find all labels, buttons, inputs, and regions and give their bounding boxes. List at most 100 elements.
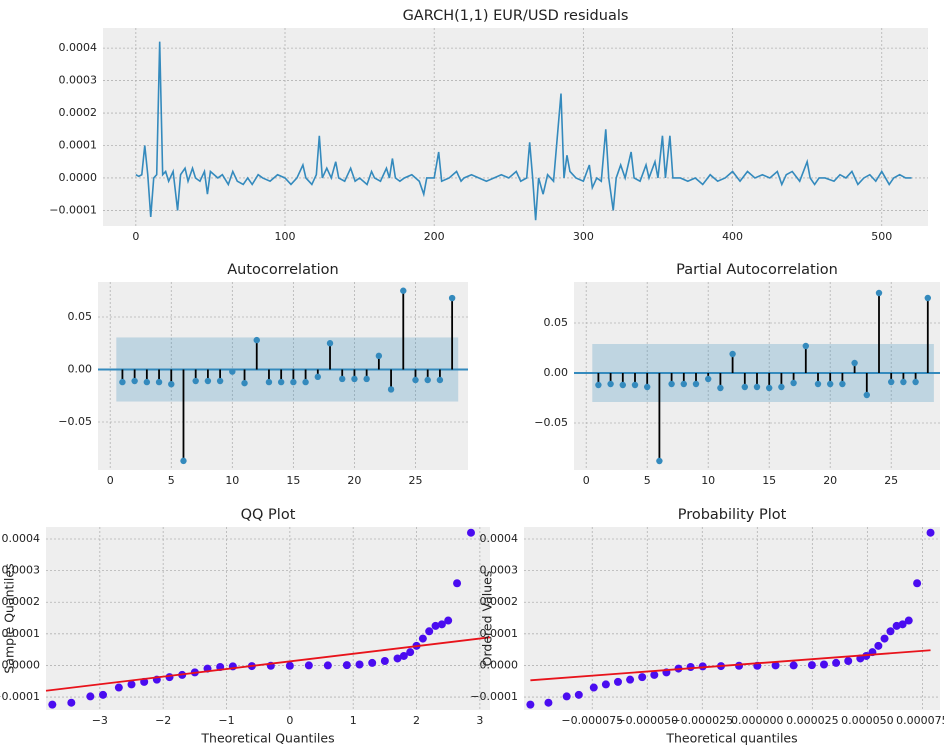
stem-marker <box>607 380 614 388</box>
point <box>48 700 57 709</box>
stem-marker <box>753 383 761 391</box>
x-tick-label: 0.000000 <box>731 714 784 727</box>
point <box>355 660 364 669</box>
stem-marker <box>436 376 444 384</box>
y-tick-label: 0.00 <box>544 366 569 379</box>
stem-marker <box>863 391 870 399</box>
stem-marker <box>839 380 846 388</box>
point <box>807 661 816 670</box>
panel-title: QQ Plot <box>241 507 296 523</box>
stem-marker <box>400 287 407 294</box>
y-tick-label: 0.0004 <box>480 532 519 545</box>
y-tick-label: 0.0003 <box>59 74 98 87</box>
point <box>844 657 853 666</box>
x-tick-label: 100 <box>275 230 296 243</box>
stem-marker <box>900 378 907 386</box>
y-tick-label: 0.0000 <box>59 171 98 184</box>
stem-marker <box>912 378 919 386</box>
x-tick-label: 400 <box>722 230 743 243</box>
stem-marker <box>265 378 273 386</box>
point <box>406 648 415 657</box>
stem-marker <box>705 375 712 383</box>
x-tick-label: −0.000075 <box>561 714 623 727</box>
stem-marker <box>216 377 224 385</box>
y-tick-label: −0.05 <box>58 415 92 428</box>
stem-marker <box>314 373 322 381</box>
point <box>285 661 294 670</box>
point <box>425 627 434 636</box>
fit-line <box>530 649 931 682</box>
x-tick-label: −0.000050 <box>616 714 678 727</box>
y-tick-label: 0.0004 <box>2 532 41 545</box>
point <box>86 692 95 701</box>
y-tick-label: 0.05 <box>544 316 569 329</box>
point <box>904 616 913 625</box>
stem-marker <box>387 386 395 393</box>
point <box>574 690 583 699</box>
stem-marker <box>656 457 663 465</box>
x-tick-label: 1 <box>350 714 357 727</box>
x-tick-label: −3 <box>92 714 108 727</box>
y-tick-label: 0.0002 <box>2 595 41 608</box>
point <box>562 692 571 701</box>
point <box>165 673 174 682</box>
y-tick-label: 0.0004 <box>59 41 98 54</box>
point <box>418 634 427 643</box>
point <box>874 641 883 650</box>
x-tick-label: 5 <box>168 474 175 487</box>
point <box>898 620 907 629</box>
point <box>453 579 462 588</box>
point <box>913 579 922 588</box>
x-tick-label: 15 <box>286 474 300 487</box>
x-axis-label: Theoretical Quantiles <box>200 731 334 746</box>
x-tick-label: 0 <box>107 474 114 487</box>
point <box>735 661 744 670</box>
y-tick-label: −0.05 <box>534 416 568 429</box>
panel-title: Partial Autocorrelation <box>676 262 838 278</box>
panel-title: Probability Plot <box>678 507 787 523</box>
y-tick-label: 0.0002 <box>480 595 519 608</box>
stem-marker <box>827 380 834 388</box>
x-tick-label: 2 <box>413 714 420 727</box>
stem-marker <box>412 376 419 384</box>
point <box>832 658 841 667</box>
stem-marker <box>644 383 651 391</box>
y-tick-label: −0.0001 <box>49 203 97 216</box>
stem-marker <box>595 381 602 389</box>
x-tick-label: 500 <box>871 230 892 243</box>
y-tick-label: 0.0001 <box>480 627 519 640</box>
plot-area <box>46 527 490 710</box>
x-tick-label: 25 <box>884 474 898 487</box>
stem-marker <box>363 375 370 383</box>
stem-marker <box>729 350 736 358</box>
series-line <box>135 41 912 221</box>
x-tick-label: 300 <box>573 230 594 243</box>
stem-marker <box>766 384 773 392</box>
stem-marker <box>253 336 260 344</box>
stem-marker <box>875 289 883 297</box>
stem-marker <box>290 378 297 386</box>
point <box>437 620 446 629</box>
point <box>601 680 610 689</box>
y-axis-label: Ordered Values <box>480 571 495 667</box>
point <box>368 658 377 667</box>
point <box>444 616 453 625</box>
x-tick-label: 200 <box>424 230 445 243</box>
y-tick-label: 0.0000 <box>2 658 41 671</box>
point <box>886 627 895 636</box>
x-tick-label: 10 <box>701 474 715 487</box>
y-tick-label: 0.05 <box>68 310 93 323</box>
point <box>544 698 553 707</box>
point <box>342 661 351 670</box>
x-tick-label: 5 <box>644 474 651 487</box>
x-tick-label: −2 <box>155 714 171 727</box>
stem-marker <box>778 383 785 391</box>
x-tick-label: 15 <box>762 474 776 487</box>
point <box>99 690 108 699</box>
stem-marker <box>326 340 334 347</box>
y-tick-label: 0.0001 <box>59 139 98 152</box>
point <box>638 673 647 682</box>
x-axis-label: Theoretical quantiles <box>665 731 797 746</box>
stem-marker <box>277 378 285 386</box>
plot-area <box>103 28 928 226</box>
